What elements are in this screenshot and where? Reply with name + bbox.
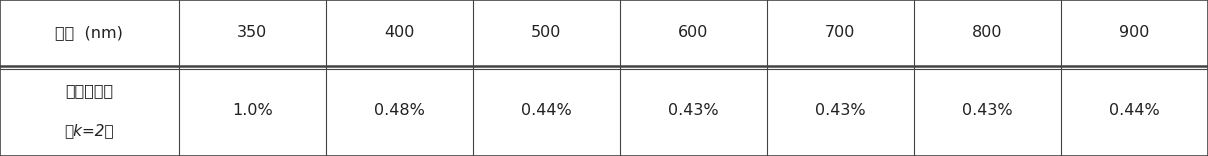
Text: 0.48%: 0.48% [374,103,425,118]
Text: 600: 600 [678,25,709,40]
Text: 확장불확도: 확장불확도 [65,83,114,98]
Text: 0.44%: 0.44% [521,103,571,118]
Text: 0.43%: 0.43% [815,103,866,118]
Text: （k=2）: （k=2） [64,124,115,139]
Text: 0.43%: 0.43% [962,103,1012,118]
Text: 0.43%: 0.43% [668,103,719,118]
Text: 700: 700 [825,25,855,40]
Text: 1.0%: 1.0% [232,103,273,118]
Text: 900: 900 [1120,25,1150,40]
Text: 800: 800 [972,25,1003,40]
Text: 500: 500 [532,25,562,40]
Text: 0.44%: 0.44% [1109,103,1160,118]
Text: 400: 400 [384,25,414,40]
Text: 350: 350 [237,25,267,40]
Text: 파장  (nm): 파장 (nm) [56,25,123,40]
